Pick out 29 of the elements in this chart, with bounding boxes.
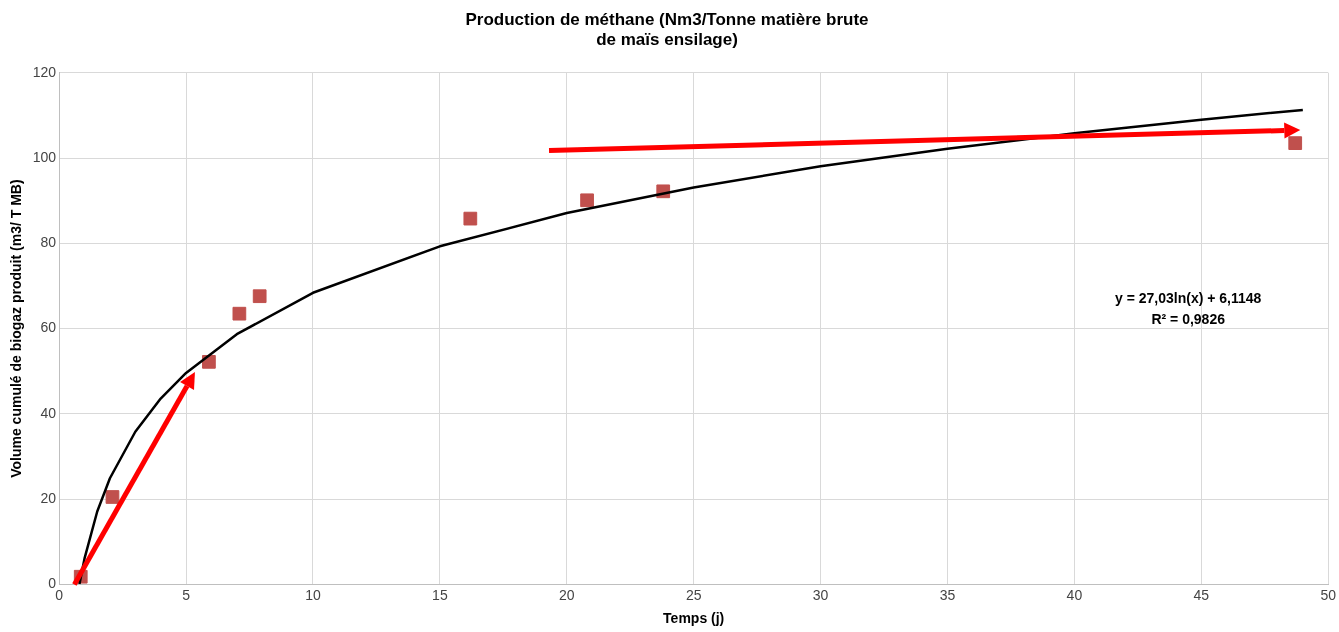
x-axis-title: Temps (j) [663,610,725,627]
point [232,306,247,321]
x-tick-label: 15 [432,586,448,603]
y-tick-label: 80 [40,234,57,251]
x-tick-label: 5 [182,586,191,603]
y-tick-label: 100 [32,148,57,165]
point [105,490,120,504]
y-tick-label: 0 [48,575,57,592]
text: de maïs ensilage) [596,30,738,50]
point [252,289,267,304]
x-tick-label: 20 [558,586,575,603]
x-tick-label: 40 [1066,586,1083,603]
x-tick-label: 30 [812,586,829,603]
y-tick-label: 20 [40,489,57,506]
point [1288,136,1303,151]
x-tick-label: 50 [1320,586,1337,603]
annotation: y = 27,03ln(x) + 6,1148 [1115,289,1262,306]
point [463,211,478,226]
text: Production de méthane (Nm3/Tonne matière brute [465,9,869,29]
x-tick-label: 25 [685,586,702,603]
y-tick-label: 120 [32,63,57,80]
x-tick-label: 35 [939,586,956,603]
x-tick-label: 45 [1193,586,1210,603]
y-axis-title: Volume cumulé de biogaz produit (m3/ T MB) [8,179,25,478]
annotation: R² = 0,9826 [1151,310,1226,327]
y-tick-label: 40 [40,404,57,421]
point [580,193,594,208]
x-tick-label: 10 [305,586,321,603]
y-tick-label: 60 [40,319,57,336]
